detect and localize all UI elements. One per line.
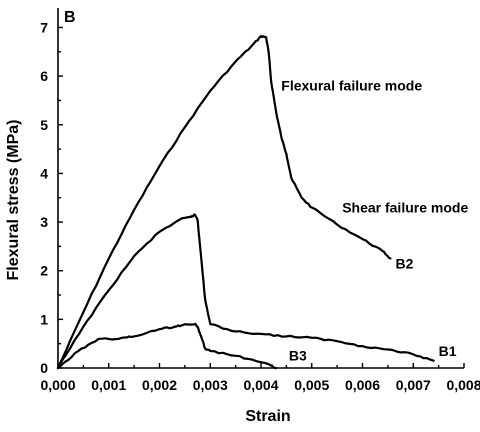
annotation-b2: B2 <box>395 255 413 271</box>
annotation-shear-failure-mode: Shear failure mode <box>342 199 468 215</box>
annotation-b1: B1 <box>439 343 457 359</box>
y-axis-title: Flexural stress (MPa) <box>5 120 22 281</box>
x-axis-title: Strain <box>245 408 290 425</box>
x-tick-label: 0,006 <box>345 377 380 393</box>
x-tick-label: 0,002 <box>142 377 177 393</box>
y-tick-label: 6 <box>40 68 48 84</box>
y-tick-label: 0 <box>40 360 48 376</box>
panel-label: B <box>64 9 76 26</box>
y-tick-label: 2 <box>40 263 48 279</box>
x-tick-label: 0,000 <box>40 377 75 393</box>
series-line-b1 <box>56 213 435 370</box>
y-tick-label: 7 <box>40 19 48 35</box>
y-tick-label: 5 <box>40 117 48 133</box>
y-tick-label: 1 <box>40 311 48 327</box>
x-tick-label: 0,003 <box>193 377 228 393</box>
annotation-b3: B3 <box>289 348 307 364</box>
y-tick-label: 4 <box>40 165 48 181</box>
x-tick-label: 0,008 <box>446 377 480 393</box>
x-tick-label: 0,001 <box>91 377 126 393</box>
annotation-flexural-failure-mode: Flexural failure mode <box>281 78 422 94</box>
plot-area: 0,000 0,001 0,002 0,003 0,004 0,005 0,006 0,007… <box>40 8 480 393</box>
x-tick-label: 0,005 <box>294 377 329 393</box>
y-tick-label: 3 <box>40 214 48 230</box>
series-line-b2 <box>56 35 392 370</box>
series-line-b3 <box>56 322 278 370</box>
x-tick-label: 0,004 <box>243 377 278 393</box>
x-tick-label: 0,007 <box>396 377 431 393</box>
